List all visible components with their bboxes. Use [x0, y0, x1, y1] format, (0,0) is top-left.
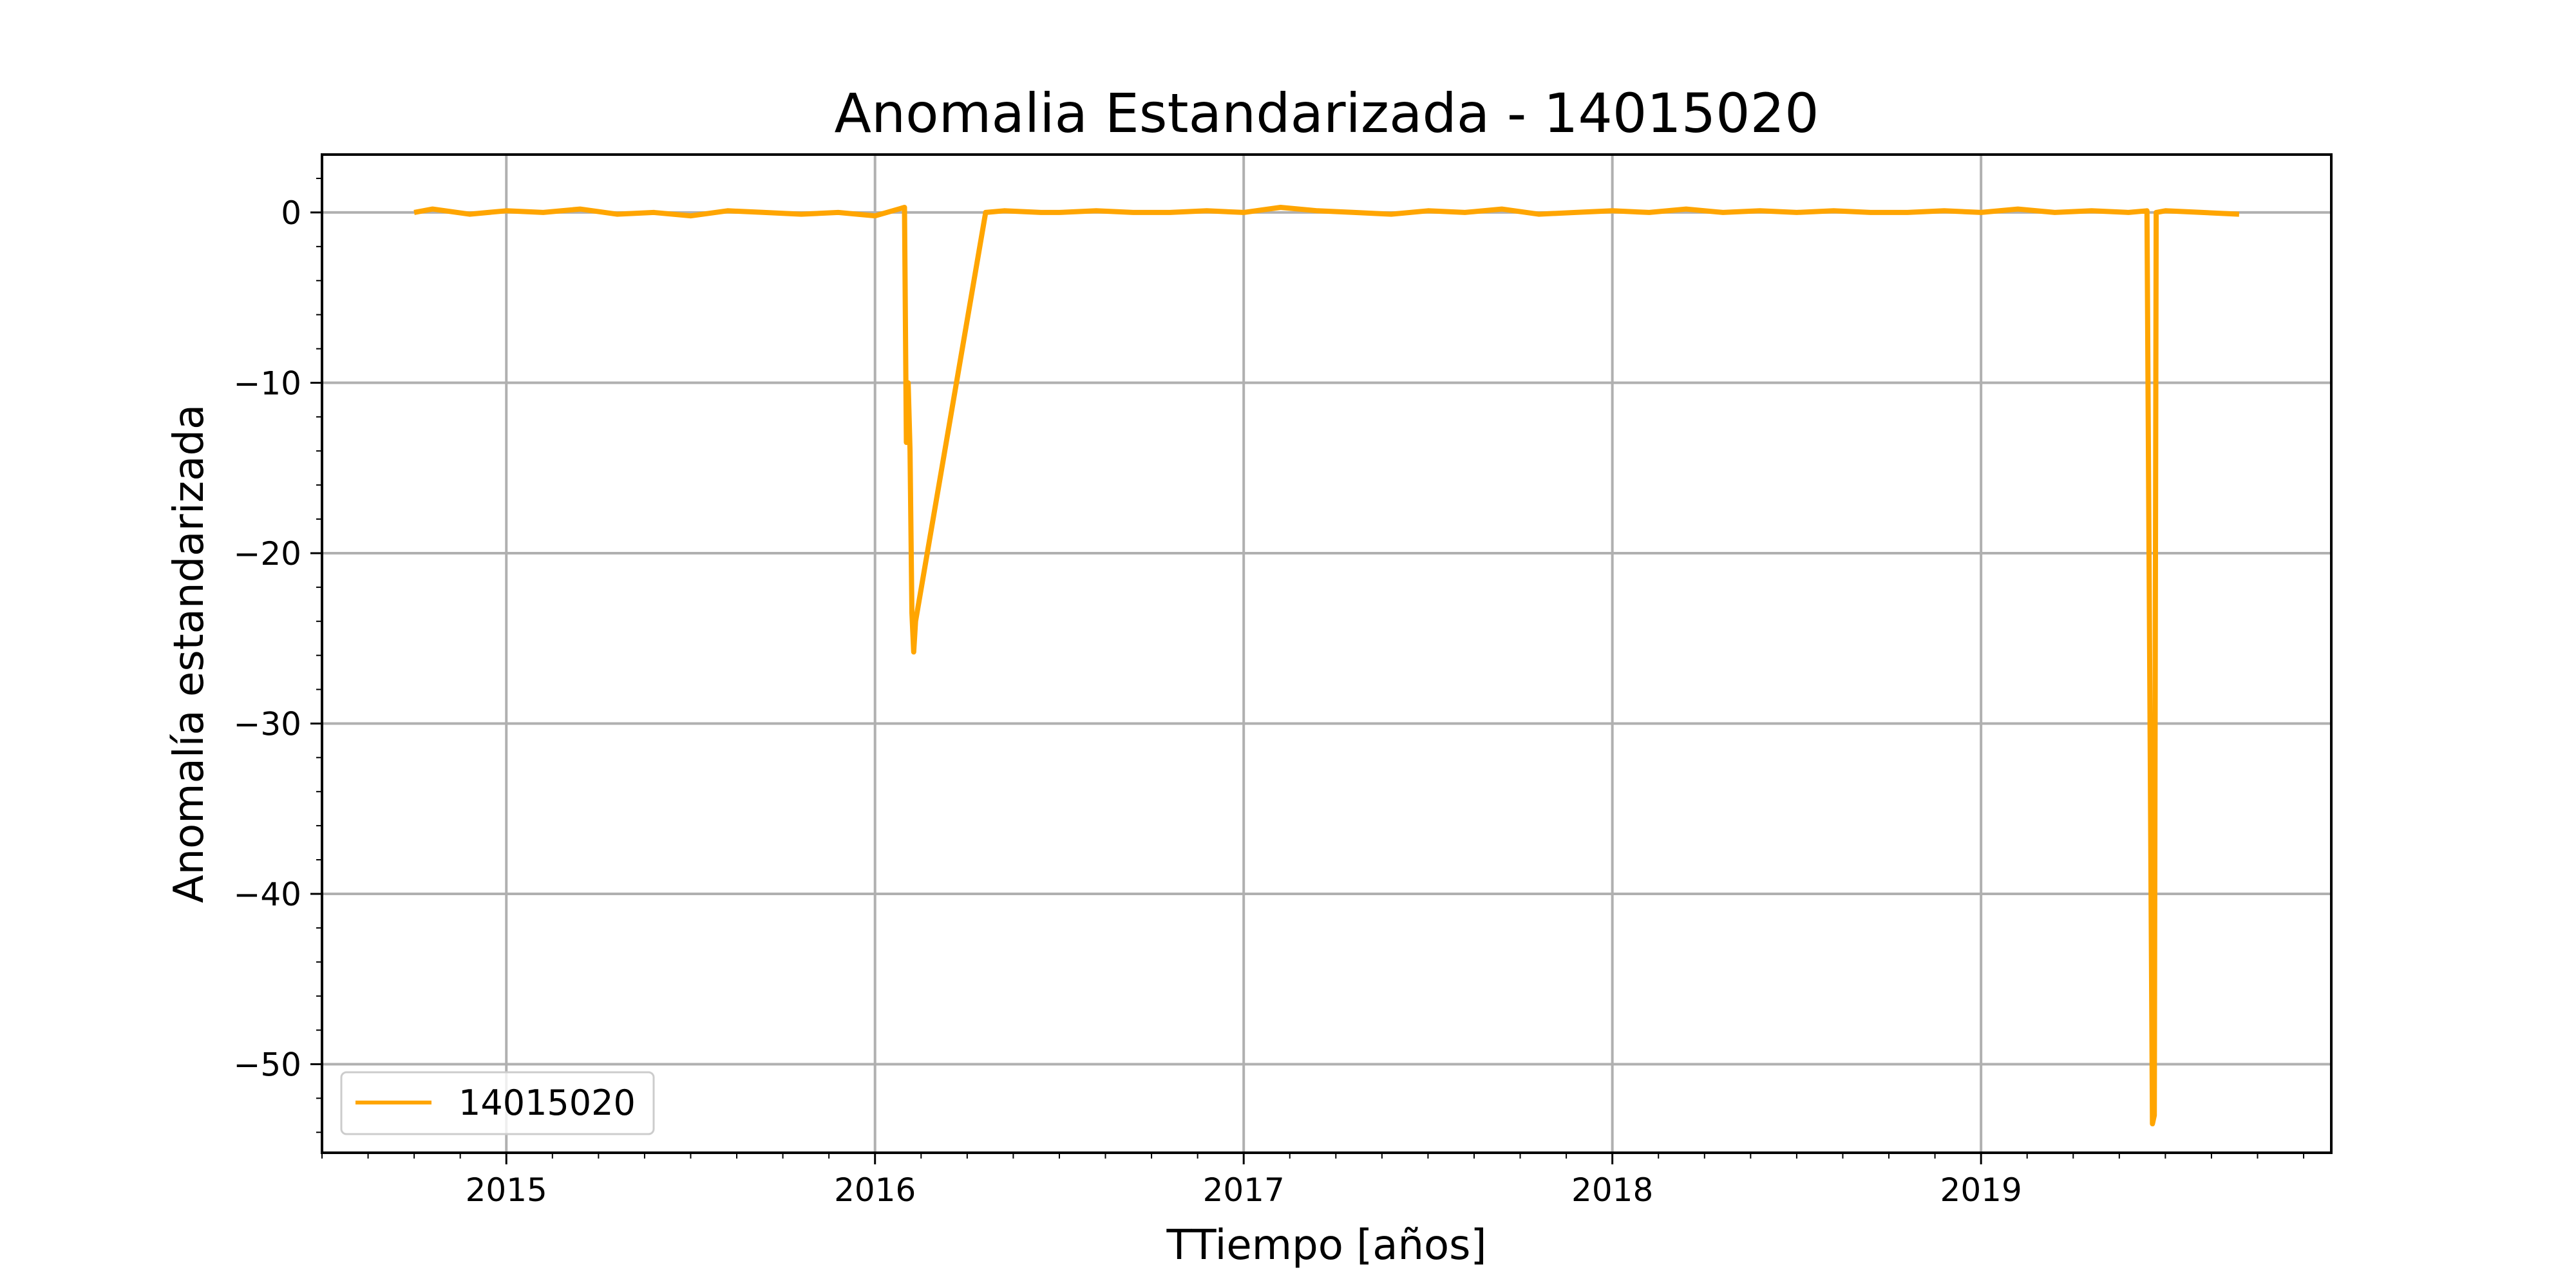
x-axis-label: TTiempo [años] [1166, 1222, 1487, 1269]
series-line [413, 205, 2240, 1126]
y-tick-label: −20 [233, 535, 301, 573]
grid [322, 155, 2331, 1153]
x-tick-label: 2016 [834, 1171, 916, 1209]
x-tick-label: 2015 [466, 1171, 547, 1209]
y-axis-label: Anomalía estandarizada [166, 404, 213, 903]
legend-box [340, 1071, 655, 1135]
plot-background [322, 155, 2331, 1153]
series-layer [413, 205, 2240, 1126]
x-tick-label: 2018 [1571, 1171, 1653, 1209]
legend-label: 14015020 [459, 1083, 636, 1123]
y-tick-label: −10 [233, 365, 301, 402]
chart-title: Anomalia Estandarizada - 14015020 [834, 82, 1819, 145]
y-tick-label: 0 [281, 194, 301, 232]
y-tick-label: −40 [233, 876, 301, 913]
legend: 14015020 [340, 1071, 655, 1135]
y-tick-label: −50 [233, 1046, 301, 1083]
y-tick-label: −30 [233, 705, 301, 743]
x-tick-label: 2019 [1940, 1171, 2022, 1209]
ticks: 2015 2016 2017 2018 2019 0 −10 −20 −30 −40 −50 [233, 178, 2305, 1209]
x-tick-label: 2017 [1203, 1171, 1285, 1209]
plot-frame [321, 153, 2333, 1154]
